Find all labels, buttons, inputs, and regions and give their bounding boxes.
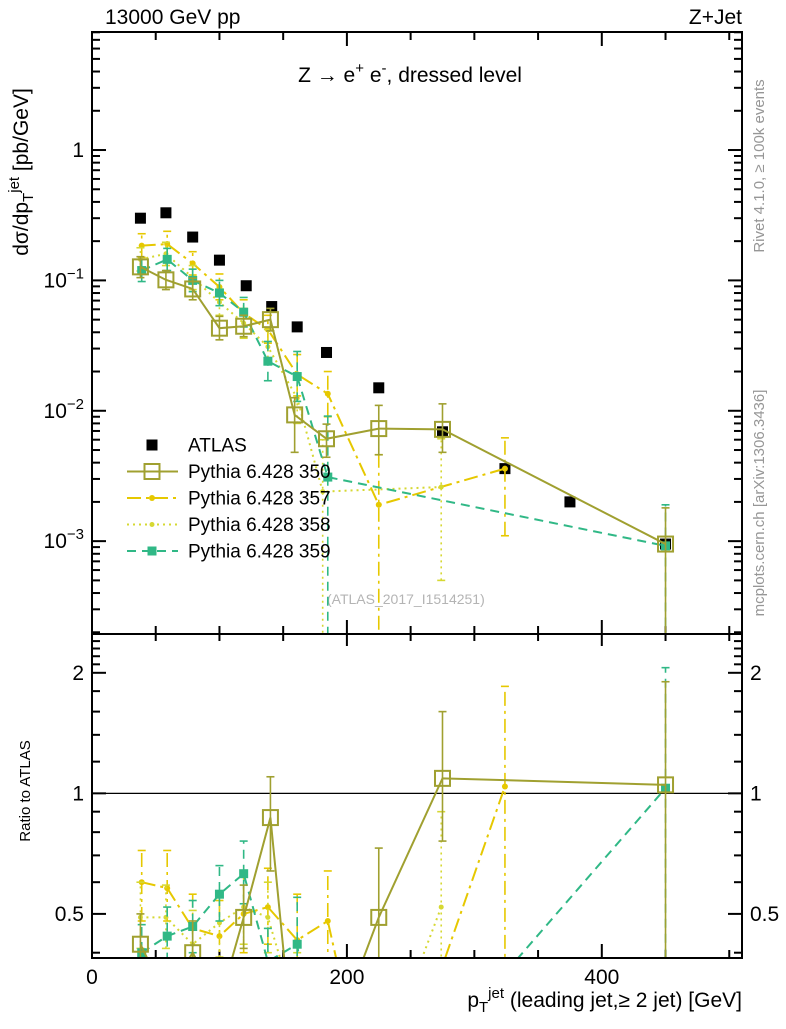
legend-label: Pythia 6.428 359 xyxy=(188,542,331,563)
x-tick-label: 400 xyxy=(584,966,619,989)
p350-marker xyxy=(433,420,451,438)
p350-ratio-marker xyxy=(370,908,388,926)
legend-item-atlas: ATLAS xyxy=(146,436,247,457)
mcplots-reference-note: mcplots.cern.ch [arXiv:1306.3436] xyxy=(751,390,768,617)
analysis-id-watermark: (ATLAS_2017_I1514251) xyxy=(327,591,485,607)
p357-marker xyxy=(375,501,382,508)
rivet-version-note: Rivet 4.1.0, ≥ 100k events xyxy=(751,79,768,252)
p359-ratio-marker xyxy=(292,939,302,949)
p350-marker xyxy=(370,420,388,438)
p350-marker xyxy=(235,317,253,335)
x-tick-label: 200 xyxy=(329,966,364,989)
process-label: Z+Jet xyxy=(689,6,742,29)
p358-ratio-marker xyxy=(438,904,444,910)
p350-ratio-line xyxy=(139,777,666,958)
atlas-marker xyxy=(240,280,252,292)
y-tick-label: 10−1 xyxy=(44,265,84,292)
y-axis-title-main: dσ/dpTjet [pb/GeV] xyxy=(6,88,37,256)
y-tick-label: 10−2 xyxy=(44,396,84,423)
axes: 0 200 400 1 10−1 10−2 10−3 0.5 0.5 1 1 2 2 xyxy=(44,31,779,989)
atlas-marker xyxy=(291,321,303,333)
p357-ratio-line xyxy=(141,786,506,958)
p359-marker xyxy=(323,472,333,482)
p357-line xyxy=(141,243,506,507)
ratio-panel-frame xyxy=(91,633,743,959)
p350-marker xyxy=(184,280,202,298)
p357-ratio-marker xyxy=(216,933,223,940)
legend-marker-p350 xyxy=(143,463,161,480)
p350-ratio-marker xyxy=(131,935,149,953)
p359-marker xyxy=(239,307,249,317)
p359-ratio-marker xyxy=(162,931,172,941)
p350-marker xyxy=(157,271,175,289)
atlas-marker xyxy=(373,382,385,394)
ratio-tick-label: 2 xyxy=(72,662,84,685)
ratio-tick-label: 1 xyxy=(72,782,84,805)
p350-marker xyxy=(286,406,304,424)
atlas-marker xyxy=(266,301,278,313)
ratio-tick-label-right: 1 xyxy=(750,782,762,805)
atlas-marker xyxy=(321,346,333,358)
legend-label: ATLAS xyxy=(188,436,247,457)
p357-marker xyxy=(501,465,508,472)
legend-label: Pythia 6.428 350 xyxy=(188,462,331,483)
ratio-tick-label: 0.5 xyxy=(55,903,84,926)
p350-ratio-marker xyxy=(184,944,202,958)
plot-title: Z → e+ e-, dressed level xyxy=(298,60,522,87)
legend-label: Pythia 6.428 357 xyxy=(188,489,331,510)
atlas-marker xyxy=(160,207,172,219)
y-axis-title-ratio: Ratio to ATLAS xyxy=(17,740,34,841)
x-axis-title: pTjet (leading jet,≥ 2 jet) [GeV] xyxy=(467,985,742,1016)
atlas-marker xyxy=(564,496,576,508)
legend-item-p359: Pythia 6.428 359 xyxy=(127,542,331,563)
p359-marker xyxy=(162,254,172,264)
p357-ratio-marker xyxy=(264,904,271,911)
p350-line xyxy=(139,265,666,545)
p357-ratio-marker xyxy=(324,917,331,924)
p358-ratio-marker xyxy=(265,914,271,920)
y-tick-label: 10−3 xyxy=(44,526,84,553)
p350-ratio-marker xyxy=(657,776,675,794)
p350-marker xyxy=(261,311,279,329)
atlas-marker xyxy=(187,231,199,243)
p350-marker xyxy=(657,535,675,553)
legend-item-p358: Pythia 6.428 358 xyxy=(127,515,331,536)
legend-label: Pythia 6.428 358 xyxy=(188,515,331,536)
p350-marker xyxy=(318,430,336,448)
ratio-tick-label-right: 2 xyxy=(750,662,762,685)
p359-marker xyxy=(137,266,147,276)
main-panel-series xyxy=(131,207,675,634)
p358-marker xyxy=(438,484,444,490)
p350-marker xyxy=(131,258,149,276)
p357-ratio-marker xyxy=(164,885,171,892)
p350-ratio-marker xyxy=(235,908,253,926)
p359-marker xyxy=(292,372,302,382)
p357-marker xyxy=(324,390,331,397)
atlas-marker xyxy=(213,254,225,266)
legend: ATLAS Pythia 6.428 350 Pythia 6.428 357 Pyt… xyxy=(127,436,331,563)
p357-ratio-marker xyxy=(501,783,508,790)
p350-ratio-marker xyxy=(433,769,451,787)
p350-marker xyxy=(210,319,228,337)
y-tick-label: 1 xyxy=(72,139,84,162)
ratio-panel-series xyxy=(131,666,675,958)
p350-ratio-marker xyxy=(261,809,279,827)
legend-marker-p357 xyxy=(149,495,155,501)
p358-marker xyxy=(320,489,326,495)
legend-marker-p359 xyxy=(147,546,157,556)
legend-marker-atlas xyxy=(146,439,158,451)
p359-ratio-marker xyxy=(239,869,249,879)
p359-ratio-marker xyxy=(214,889,224,899)
legend-item-p350: Pythia 6.428 350 xyxy=(127,462,331,483)
legend-marker-p358 xyxy=(149,522,155,527)
ratio-tick-label-right: 0.5 xyxy=(750,903,779,926)
p359-marker xyxy=(214,288,224,298)
x-tick-label: 0 xyxy=(86,966,98,989)
legend-item-p357: Pythia 6.428 357 xyxy=(127,489,331,510)
p359-marker xyxy=(263,356,273,366)
atlas-marker xyxy=(134,212,146,224)
beam-energy-label: 13000 GeV pp xyxy=(105,6,240,29)
